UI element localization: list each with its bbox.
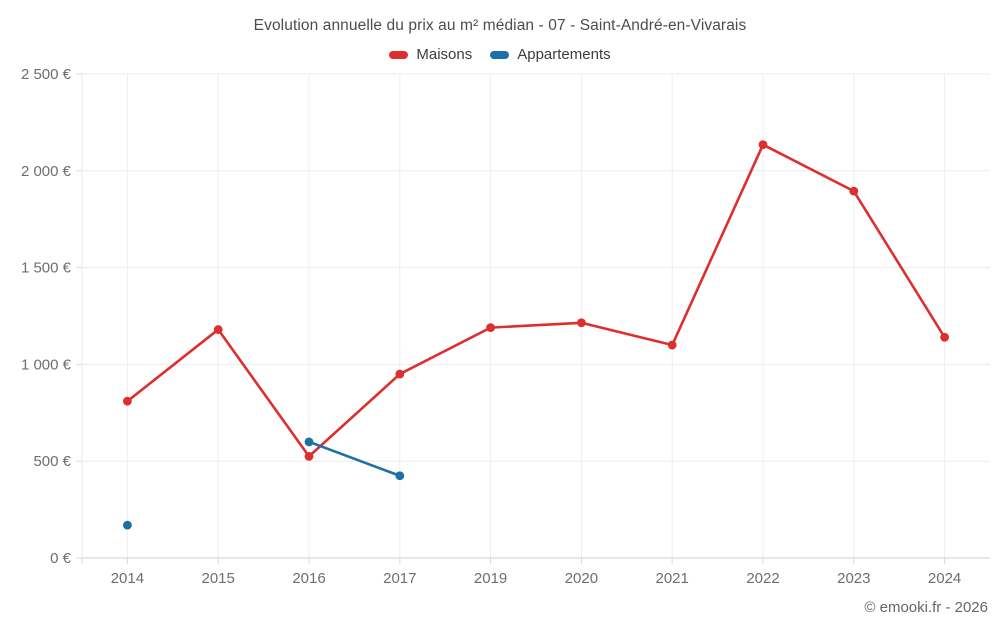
maisons-point[interactable]	[849, 186, 859, 196]
y-tick-label: 500 €	[33, 453, 71, 470]
x-tick-label: 2015	[202, 570, 235, 587]
maisons-point[interactable]	[486, 323, 495, 333]
appartements-point[interactable]	[395, 471, 405, 481]
legend-label-appartements: Appartements	[517, 46, 611, 63]
y-tick-label: 1 000 €	[21, 356, 72, 373]
maisons-point[interactable]	[395, 369, 405, 379]
maisons-legend-swatch-icon	[389, 50, 409, 59]
y-tick-label: 1 500 €	[21, 260, 72, 277]
x-tick-label: 2023	[837, 570, 870, 587]
maisons-point[interactable]	[577, 318, 586, 328]
y-tick-label: 0 €	[50, 550, 72, 567]
x-tick-label: 2022	[746, 570, 779, 587]
maisons-point[interactable]	[758, 140, 768, 150]
appartements-point[interactable]	[123, 520, 132, 530]
y-tick-label: 2 500 €	[21, 66, 72, 83]
legend-label-maisons: Maisons	[416, 46, 473, 63]
legend-item-appartements[interactable]: Appartements	[490, 46, 611, 63]
x-tick-label: 2016	[292, 570, 325, 587]
maisons-point[interactable]	[304, 451, 314, 461]
maisons-line	[126, 143, 946, 458]
appartements-legend-swatch-icon	[490, 50, 510, 59]
maisons-point[interactable]	[123, 396, 132, 406]
appartements-line	[307, 440, 402, 478]
maisons-point[interactable]	[940, 332, 949, 342]
y-tick-label: 2 000 €	[21, 163, 72, 180]
appartements-point[interactable]	[304, 437, 314, 447]
x-tick-label: 2017	[383, 570, 416, 587]
legend: Maisons Appartements	[0, 46, 1000, 63]
x-tick-label: 2021	[656, 570, 689, 587]
x-tick-label: 2020	[565, 570, 598, 587]
x-tick-label: 2019	[474, 570, 507, 587]
legend-item-maisons[interactable]: Maisons	[389, 46, 472, 63]
maisons-point[interactable]	[213, 325, 223, 334]
chart-title: Evolution annuelle du prix au m² médian …	[253, 17, 747, 34]
maisons-point[interactable]	[667, 340, 677, 350]
x-tick-label: 2024	[928, 570, 961, 587]
x-tick-label: 2014	[111, 570, 144, 587]
credit-text: © emooki.fr - 2026	[864, 599, 988, 616]
